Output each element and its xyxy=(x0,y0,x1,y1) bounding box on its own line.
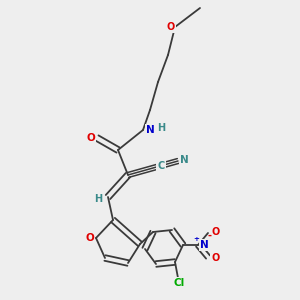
Text: O: O xyxy=(85,233,94,243)
Text: N: N xyxy=(180,155,189,165)
Text: C: C xyxy=(158,161,165,171)
Text: O: O xyxy=(211,227,219,237)
Text: -: - xyxy=(207,231,211,241)
Text: H: H xyxy=(94,194,102,204)
Text: O: O xyxy=(167,22,175,32)
Text: N: N xyxy=(146,125,155,135)
Text: Cl: Cl xyxy=(173,278,184,288)
Text: N: N xyxy=(200,240,209,250)
Text: O: O xyxy=(86,133,95,143)
Text: +: + xyxy=(193,236,199,242)
Text: H: H xyxy=(157,123,165,133)
Text: O: O xyxy=(211,253,219,263)
